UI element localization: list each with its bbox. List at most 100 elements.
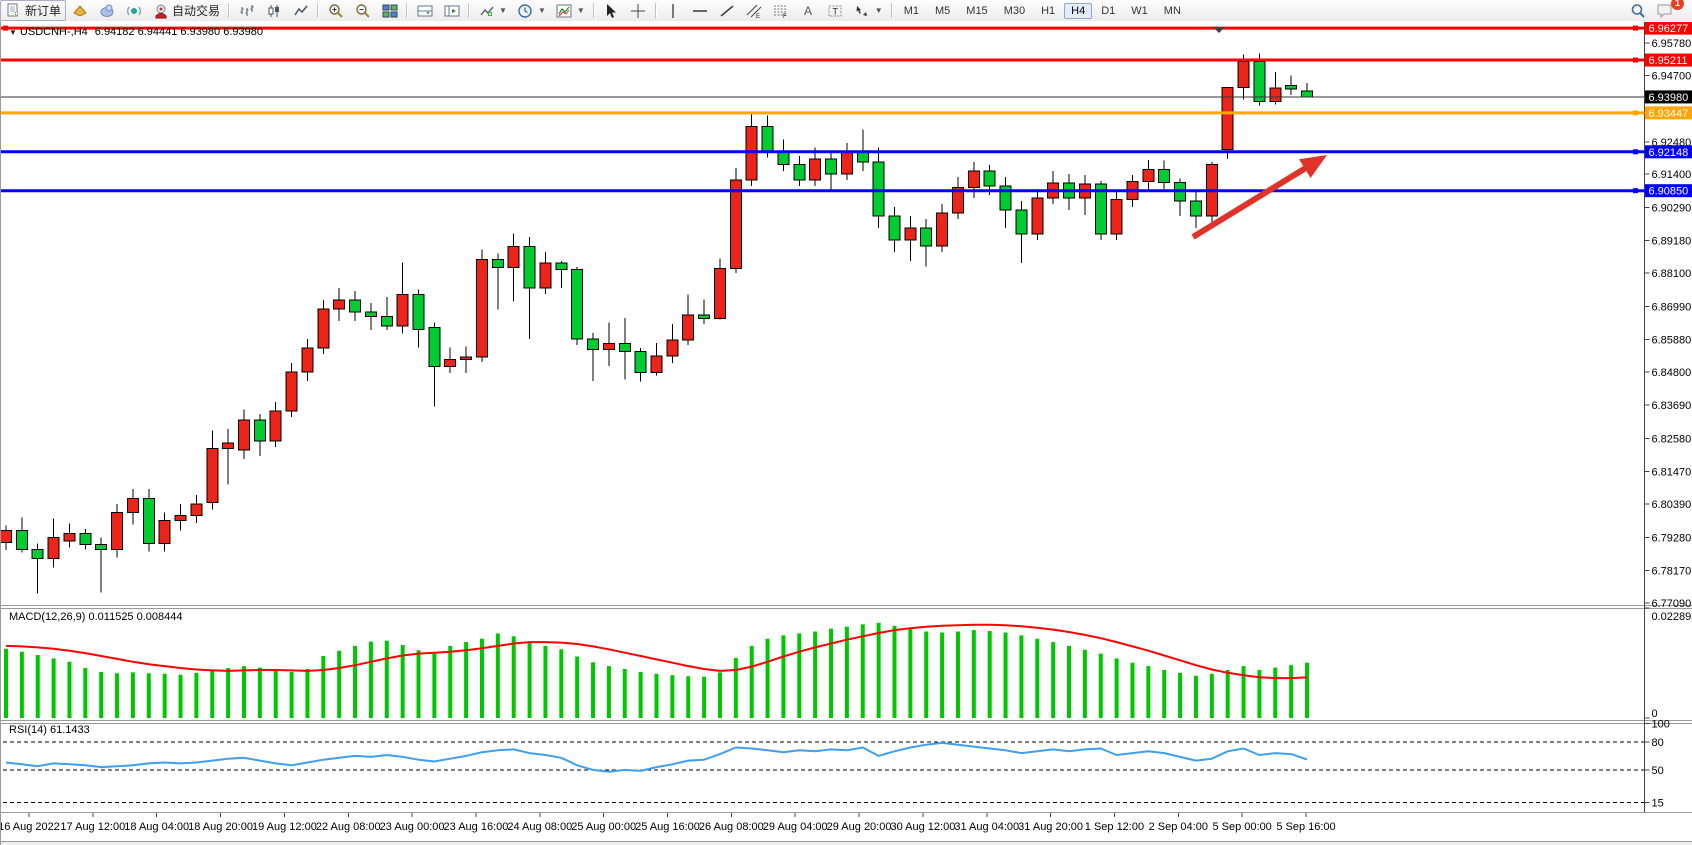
label-tool-button[interactable]: T (822, 0, 849, 21)
svg-text:18 Aug 20:00: 18 Aug 20:00 (188, 821, 253, 833)
tf-button-H4[interactable]: H4 (1064, 2, 1093, 19)
new-order-icon (5, 2, 22, 19)
vertical-line-icon (665, 2, 682, 19)
chat-button[interactable]: 1 (1651, 0, 1684, 21)
symbol-period: USDCNH-,H4 (19, 26, 88, 38)
svg-text:6.89180: 6.89180 (1652, 236, 1692, 248)
chart-dropdown-icon[interactable]: ▼ (9, 28, 17, 37)
svg-text:6.81470: 6.81470 (1652, 467, 1692, 479)
bar-chart-type-button[interactable] (233, 0, 260, 21)
fibonacci-tool-button[interactable]: F (768, 0, 795, 21)
add-indicator-button[interactable]: ▼ (473, 0, 512, 21)
zoom-in-button[interactable] (322, 0, 349, 21)
search-button[interactable] (1624, 0, 1651, 21)
tile-windows-button[interactable] (376, 0, 403, 21)
rsi-level-lines (3, 741, 1645, 804)
svg-text:50: 50 (1652, 765, 1664, 777)
svg-text:6.95211: 6.95211 (1649, 55, 1688, 67)
rsi-indicator-label: RSI(14) 61.1433 (9, 724, 90, 736)
horizontal-line-tool-button[interactable] (687, 0, 714, 21)
timeframe-group: M1 M5 M15 M30 H1 H4 D1 W1 MN (896, 2, 1189, 19)
crosshair-tool-button[interactable] (625, 0, 652, 21)
template-button[interactable] (438, 0, 465, 21)
vertical-line-tool-button[interactable] (660, 0, 687, 21)
data-window-icon (98, 2, 115, 19)
tf-button-M15[interactable]: M15 (966, 4, 988, 17)
svg-text:18 Aug 04:00: 18 Aug 04:00 (124, 821, 189, 833)
data-window-button[interactable] (93, 0, 120, 21)
autotrade-icon (152, 2, 169, 19)
svg-text:F: F (783, 14, 787, 19)
new-order-label: 新订单 (25, 4, 62, 18)
channel-tool-button[interactable]: E (741, 0, 768, 21)
tf-button-W1[interactable]: W1 (1131, 4, 1148, 17)
svg-text:23 Aug 16:00: 23 Aug 16:00 (444, 821, 509, 833)
add-indicator-icon (478, 2, 495, 19)
svg-text:6.85880: 6.85880 (1652, 335, 1692, 347)
line-chart-type-button[interactable] (287, 0, 314, 21)
autotrade-label: 自动交易 (172, 4, 221, 18)
new-order-button[interactable]: 新订单 (0, 0, 67, 21)
svg-text:T: T (833, 6, 839, 16)
dropdown-caret: ▼ (874, 6, 883, 15)
candlestick-type-icon (265, 2, 282, 19)
text-tool-button[interactable]: A (795, 0, 822, 21)
svg-text:6.96277: 6.96277 (1649, 23, 1689, 35)
chart-settings-button[interactable]: ▼ (551, 0, 590, 21)
trendline-tool-button[interactable] (714, 0, 741, 21)
horizontal-line-icon (692, 2, 709, 19)
pane-frame (1, 22, 1692, 845)
svg-text:30 Aug 12:00: 30 Aug 12:00 (890, 821, 955, 833)
tf-button-M5[interactable]: M5 (935, 4, 951, 17)
line-chart-type-icon (292, 2, 309, 19)
svg-text:6.86990: 6.86990 (1652, 301, 1692, 313)
tf-button-H1[interactable]: H1 (1041, 4, 1056, 17)
toolbar-separator (317, 3, 320, 18)
rsi-line (5, 741, 1308, 773)
cursor-tool-button[interactable] (598, 0, 625, 21)
ohlc-readout: 6.94182 6.94441 6.93980 6.93980 (94, 26, 263, 38)
arrows-tool-button[interactable]: ▼ (849, 0, 888, 21)
channel-icon: E (746, 2, 763, 19)
svg-text:6.90290: 6.90290 (1652, 202, 1692, 214)
notification-badge: 1 (1671, 0, 1684, 10)
dropdown-caret: ▼ (537, 6, 546, 15)
toolbar-separator (654, 3, 657, 18)
market-watch-button[interactable] (66, 0, 93, 21)
tf-button-M1[interactable]: M1 (903, 4, 919, 17)
toolbar-separator (890, 3, 893, 18)
svg-text:100: 100 (1652, 718, 1670, 730)
svg-text:6.78170: 6.78170 (1652, 566, 1692, 578)
candlestick-series[interactable] (1, 53, 1314, 594)
indicator-window-button[interactable] (411, 0, 438, 21)
chart-window: 6.95780 6.94700 6.92480 6.91400 6.90290 6.891… (0, 21, 1692, 845)
tf-button-MN[interactable]: MN (1163, 4, 1181, 17)
arrows-icon (854, 2, 871, 19)
candlestick-type-button[interactable] (260, 0, 287, 21)
horizontal-lines[interactable]: 6.96277 6.95211 6.93447 6.92148 6.90850 (1, 22, 1692, 198)
period-clock-button[interactable]: ▼ (512, 0, 551, 21)
template-icon (443, 2, 460, 19)
chart-canvas[interactable]: 6.957806.947006.924806.914006.902906.891… (1, 22, 1692, 845)
time-axis[interactable]: 16 Aug 2022 17 Aug 12:00 18 Aug 04:00 18 Au… (1, 813, 1336, 833)
price-axis[interactable]: 6.957806.947006.924806.914006.902906.891… (1644, 38, 1692, 810)
svg-text:6.83690: 6.83690 (1652, 400, 1692, 412)
svg-text:24 Aug 08:00: 24 Aug 08:00 (507, 821, 572, 833)
trend-arrow[interactable] (1191, 155, 1327, 240)
tf-button-D1[interactable]: D1 (1101, 4, 1116, 17)
fibonacci-icon: F (773, 2, 790, 19)
signals-button[interactable] (120, 0, 147, 21)
zoom-out-icon (354, 2, 371, 19)
toolbar-separator (592, 3, 595, 18)
svg-text:5 Sep 16:00: 5 Sep 16:00 (1276, 821, 1335, 833)
svg-text:0.022895: 0.022895 (1652, 611, 1692, 623)
svg-text:6.88100: 6.88100 (1652, 268, 1692, 280)
autotrade-button[interactable]: 自动交易 (147, 0, 225, 21)
trendline-icon (719, 2, 736, 19)
svg-text:A: A (804, 4, 812, 18)
zoom-out-button[interactable] (349, 0, 376, 21)
svg-text:31 Aug 04:00: 31 Aug 04:00 (954, 821, 1019, 833)
toolbar-separator (228, 3, 231, 18)
tf-button-M30[interactable]: M30 (1003, 4, 1026, 17)
cursor-icon (603, 2, 620, 19)
